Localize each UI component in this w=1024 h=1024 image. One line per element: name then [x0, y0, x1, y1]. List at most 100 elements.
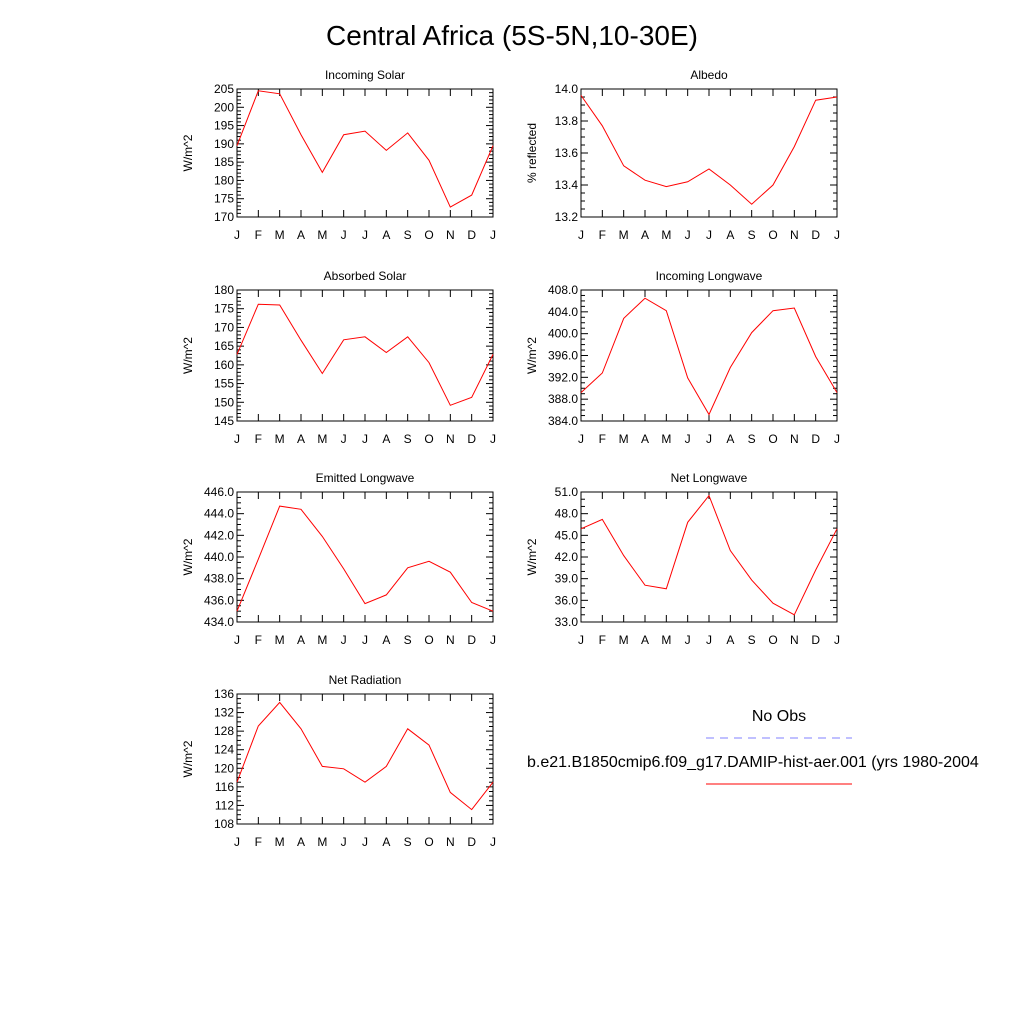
y-tick-label: 13.6: [555, 146, 579, 160]
y-tick-label: 175: [214, 192, 234, 206]
x-tick-label: J: [834, 228, 840, 242]
x-tick-label: M: [275, 633, 285, 647]
y-tick-label: 175: [214, 302, 234, 316]
x-tick-label: A: [382, 228, 390, 242]
x-tick-label: S: [748, 228, 756, 242]
x-tick-label: O: [424, 432, 433, 446]
y-tick-label: 180: [214, 173, 234, 187]
x-tick-label: O: [424, 835, 433, 849]
y-tick-label: 392.0: [548, 370, 578, 384]
y-tick-label: 200: [214, 100, 234, 114]
y-tick-label: 39.0: [555, 572, 579, 586]
y-tick-label: 150: [214, 395, 234, 409]
x-tick-label: J: [490, 228, 496, 242]
x-tick-label: J: [706, 633, 712, 647]
y-tick-label: 51.0: [555, 485, 579, 499]
y-tick-label: 116: [215, 780, 234, 794]
x-tick-label: J: [234, 228, 240, 242]
x-tick-label: S: [404, 228, 412, 242]
x-tick-label: M: [661, 432, 671, 446]
x-tick-label: S: [404, 432, 412, 446]
x-tick-label: M: [275, 835, 285, 849]
x-tick-label: F: [255, 228, 262, 242]
y-tick-label: 160: [214, 358, 234, 372]
x-tick-label: J: [685, 228, 691, 242]
x-tick-label: F: [255, 835, 262, 849]
y-tick-label: 190: [214, 137, 234, 151]
x-tick-label: M: [619, 432, 629, 446]
x-tick-label: A: [382, 835, 390, 849]
y-tick-label: 205: [214, 82, 234, 96]
x-tick-label: M: [661, 228, 671, 242]
x-tick-label: O: [768, 228, 777, 242]
y-tick-label: 132: [214, 706, 234, 720]
y-tick-label: 384.0: [548, 414, 578, 428]
x-tick-label: M: [275, 228, 285, 242]
x-tick-label: S: [404, 835, 412, 849]
y-tick-label: 446.0: [204, 485, 234, 499]
x-tick-label: A: [297, 633, 305, 647]
y-tick-label: 14.0: [555, 82, 579, 96]
plot-frame: [236, 88, 494, 218]
x-tick-label: J: [341, 432, 347, 446]
y-tick-label: 33.0: [555, 615, 579, 629]
series-line: [236, 505, 494, 612]
series-line: [580, 494, 838, 616]
y-tick-label: 396.0: [548, 349, 578, 363]
y-axis-label: W/m^2: [181, 538, 195, 575]
x-tick-label: J: [706, 228, 712, 242]
x-tick-label: J: [685, 633, 691, 647]
panel-title: Net Radiation: [329, 673, 402, 687]
x-tick-label: M: [317, 835, 327, 849]
y-axis-label: % reflected: [525, 123, 539, 183]
y-tick-label: 108: [214, 817, 234, 831]
x-tick-label: M: [619, 228, 629, 242]
x-tick-label: N: [446, 228, 455, 242]
x-tick-label: A: [641, 633, 649, 647]
panel-title: Net Longwave: [671, 471, 748, 485]
series-line: [236, 701, 494, 811]
x-tick-label: N: [790, 633, 799, 647]
y-tick-label: 408.0: [548, 283, 578, 297]
y-tick-label: 136: [214, 687, 234, 701]
y-tick-label: 170: [214, 210, 234, 224]
x-tick-label: J: [578, 432, 584, 446]
x-tick-label: J: [362, 835, 368, 849]
y-tick-label: 155: [214, 377, 234, 391]
y-tick-label: 112: [215, 798, 234, 812]
y-tick-label: 170: [214, 320, 234, 334]
y-tick-label: 145: [214, 414, 234, 428]
x-tick-label: D: [467, 432, 476, 446]
x-tick-label: A: [297, 835, 305, 849]
y-tick-label: 128: [214, 724, 234, 738]
y-tick-label: 13.2: [555, 210, 579, 224]
x-tick-label: D: [811, 432, 820, 446]
plot-frame: [580, 88, 838, 218]
y-tick-label: 13.8: [555, 114, 579, 128]
x-tick-label: M: [317, 633, 327, 647]
panel-title: Absorbed Solar: [324, 269, 407, 283]
x-tick-label: F: [599, 228, 606, 242]
y-tick-label: 45.0: [555, 528, 579, 542]
plot-frame: [580, 289, 838, 422]
x-tick-label: M: [317, 432, 327, 446]
x-tick-label: J: [362, 432, 368, 446]
plot-frame: [236, 491, 494, 623]
x-tick-label: S: [404, 633, 412, 647]
x-tick-label: F: [255, 432, 262, 446]
x-tick-label: N: [446, 633, 455, 647]
y-tick-label: 124: [214, 743, 234, 757]
x-tick-label: N: [790, 228, 799, 242]
y-tick-label: 36.0: [555, 593, 579, 607]
x-tick-label: J: [362, 228, 368, 242]
x-tick-label: S: [748, 633, 756, 647]
panel-title: Albedo: [690, 68, 728, 82]
x-tick-label: J: [834, 432, 840, 446]
x-tick-label: M: [275, 432, 285, 446]
y-tick-label: 434.0: [204, 615, 234, 629]
x-tick-label: A: [297, 228, 305, 242]
